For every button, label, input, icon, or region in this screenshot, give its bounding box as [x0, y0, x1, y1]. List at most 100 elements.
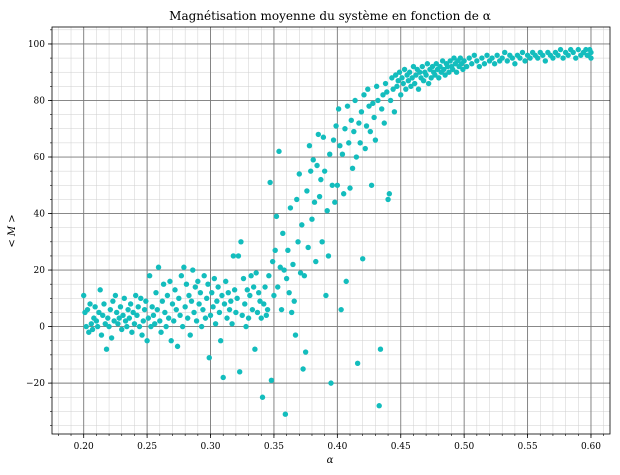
data-point — [164, 292, 171, 299]
data-point — [83, 323, 89, 330]
data-point — [330, 137, 337, 143]
data-point — [269, 258, 276, 265]
data-point — [149, 304, 155, 310]
data-point — [126, 315, 133, 321]
x-tick-label: 0.45 — [391, 442, 411, 452]
data-point — [382, 80, 389, 87]
data-point — [324, 208, 330, 214]
data-point — [140, 318, 147, 324]
data-point — [263, 312, 270, 318]
data-point — [254, 309, 261, 316]
data-point — [150, 312, 157, 318]
data-point — [588, 55, 594, 61]
data-point — [335, 106, 342, 112]
data-point — [368, 182, 375, 188]
data-point — [396, 69, 403, 75]
data-point — [207, 312, 214, 318]
data-point — [257, 298, 263, 304]
data-point — [258, 315, 264, 321]
data-point — [209, 289, 215, 296]
data-point — [130, 309, 136, 316]
data-point — [154, 306, 160, 313]
data-point — [460, 66, 466, 73]
data-point — [447, 58, 453, 64]
data-point — [211, 275, 218, 282]
data-point — [94, 323, 101, 330]
data-point — [476, 63, 483, 70]
data-point — [198, 323, 205, 330]
data-point — [349, 165, 356, 172]
data-point — [89, 326, 96, 333]
data-point — [332, 199, 338, 205]
data-point — [235, 253, 242, 259]
data-point — [112, 292, 119, 299]
data-point — [328, 380, 334, 386]
data-point — [92, 304, 98, 310]
y-axis-label: < M > — [7, 214, 18, 247]
data-point — [400, 80, 406, 87]
data-point — [337, 143, 343, 149]
data-point — [379, 106, 385, 112]
data-point — [228, 298, 234, 304]
data-point — [347, 185, 353, 191]
data-point — [419, 63, 426, 70]
data-point — [474, 58, 480, 64]
data-point — [86, 329, 92, 335]
data-point — [296, 171, 302, 177]
data-point — [131, 321, 138, 327]
data-point — [305, 244, 311, 251]
x-tick-label: 0.50 — [454, 442, 474, 452]
data-point — [84, 306, 91, 313]
data-point — [283, 275, 290, 282]
data-point — [306, 143, 313, 149]
data-point — [423, 72, 429, 78]
data-point — [191, 309, 197, 316]
data-point — [527, 55, 533, 61]
data-point — [243, 323, 249, 330]
data-point — [197, 289, 204, 296]
data-point — [504, 58, 510, 64]
data-point — [181, 264, 187, 270]
x-axis-ticks: 0.20 0.25 0.30 0.35 0.40 0.45 0.50 0.55 0.60 — [58, 434, 604, 452]
data-point — [356, 120, 362, 126]
data-point — [432, 72, 438, 78]
data-point — [489, 55, 495, 61]
data-point — [311, 199, 318, 205]
data-point — [387, 97, 394, 104]
data-point — [256, 289, 262, 296]
data-point — [280, 230, 286, 237]
data-point — [457, 55, 464, 61]
data-point — [550, 55, 556, 61]
data-point — [221, 301, 228, 307]
data-point — [297, 270, 304, 276]
data-point — [231, 287, 238, 293]
data-point — [441, 66, 447, 73]
data-point — [285, 247, 291, 253]
data-point — [230, 253, 237, 259]
data-point — [522, 58, 528, 64]
data-point — [167, 278, 173, 285]
data-point — [139, 332, 145, 338]
data-point — [342, 126, 348, 132]
data-point — [121, 295, 127, 302]
data-point — [366, 103, 372, 109]
data-point — [584, 52, 590, 58]
data-point — [389, 75, 395, 81]
data-point — [299, 222, 305, 228]
data-point — [413, 72, 419, 78]
data-point — [111, 318, 117, 324]
data-point — [365, 86, 371, 92]
data-points — [81, 46, 594, 417]
data-point — [394, 83, 400, 90]
data-point — [212, 321, 219, 327]
data-point — [234, 295, 240, 302]
data-point — [323, 292, 329, 299]
data-point — [540, 52, 546, 58]
data-point — [555, 52, 561, 58]
data-point — [391, 109, 398, 115]
x-tick-label: 0.35 — [264, 442, 284, 452]
data-point — [275, 284, 281, 290]
data-point — [107, 306, 114, 313]
